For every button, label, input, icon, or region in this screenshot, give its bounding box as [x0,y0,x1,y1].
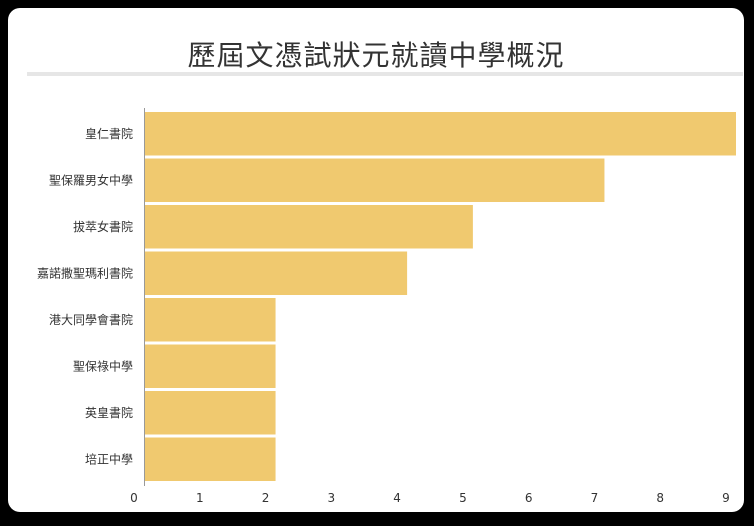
x-tick-label-2: 2 [262,491,270,505]
bar-7 [144,437,276,481]
x-tick-label-8: 8 [656,491,664,505]
x-tick-label-9: 9 [722,491,730,505]
chart-title: 歷屆文憑試狀元就讀中學概況 [187,39,565,72]
bar-6 [144,391,276,435]
x-tick-label-4: 4 [393,491,401,505]
x-tick-label-6: 6 [525,491,533,505]
category-label-7: 培正中學 [85,451,133,466]
category-label-2: 拔萃女書院 [73,219,133,234]
x-tick-label-0: 0 [130,491,138,505]
x-tick-label-7: 7 [591,491,599,505]
bar-5 [144,344,276,388]
category-label-1: 聖保羅男女中學 [49,172,133,187]
bar-0 [144,112,736,156]
bar-chart-plot: 皇仁書院聖保羅男女中學拔萃女書院嘉諾撒聖瑪利書院港大同學會書院聖保祿中學英皇書院… [37,108,736,505]
bar-1 [144,158,605,202]
category-labels: 皇仁書院聖保羅男女中學拔萃女書院嘉諾撒聖瑪利書院港大同學會書院聖保祿中學英皇書院… [37,127,133,467]
category-label-0: 皇仁書院 [85,127,133,141]
category-label-5: 聖保祿中學 [73,358,133,373]
bar-2 [144,205,473,249]
x-axis-ticks: 0 1 2 3 4 5 6 7 8 9 [130,491,730,505]
title-divider [27,72,743,76]
x-tick-label-5: 5 [459,491,467,505]
bar-3 [144,251,408,295]
bar-4 [144,298,276,342]
category-label-6: 英皇書院 [85,406,133,420]
category-label-3: 嘉諾撒聖瑪利書院 [37,265,133,280]
x-tick-label-3: 3 [328,491,336,505]
chart-frame: 歷屆文憑試狀元就讀中學概況 皇仁書院聖保羅男女中學拔萃女書院嘉諾撒聖瑪利書院港大… [8,8,744,512]
bars-layer [144,112,736,481]
category-label-4: 港大同學會書院 [49,313,133,327]
x-tick-label-1: 1 [196,491,204,505]
